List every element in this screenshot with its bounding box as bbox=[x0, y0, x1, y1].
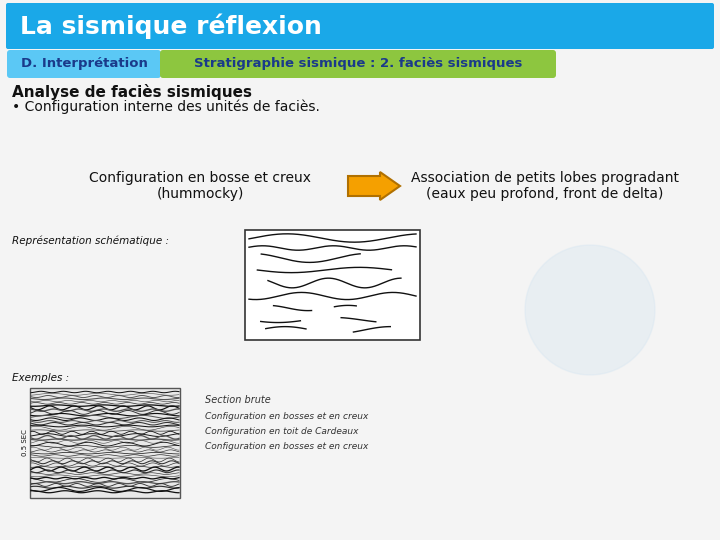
Text: Exemples :: Exemples : bbox=[12, 373, 69, 383]
Text: Configuration en bosse et creux: Configuration en bosse et creux bbox=[89, 171, 311, 185]
Text: Représentation schématique :: Représentation schématique : bbox=[12, 235, 169, 246]
Text: D. Interprétation: D. Interprétation bbox=[21, 57, 148, 71]
FancyBboxPatch shape bbox=[7, 50, 161, 78]
Text: (eaux peu profond, front de delta): (eaux peu profond, front de delta) bbox=[426, 187, 664, 201]
Text: (hummocky): (hummocky) bbox=[156, 187, 243, 201]
Text: La sismique réflexion: La sismique réflexion bbox=[20, 14, 322, 39]
Text: Stratigraphie sismique : 2. faciès sismiques: Stratigraphie sismique : 2. faciès sismi… bbox=[194, 57, 522, 71]
Text: Configuration en toit de Cardeaux: Configuration en toit de Cardeaux bbox=[205, 427, 359, 436]
Text: Association de petits lobes progradant: Association de petits lobes progradant bbox=[411, 171, 679, 185]
Text: • Configuration interne des unités de faciès.: • Configuration interne des unités de fa… bbox=[12, 100, 320, 114]
Bar bbox=[245, 230, 420, 340]
Circle shape bbox=[525, 245, 655, 375]
FancyBboxPatch shape bbox=[6, 3, 714, 49]
Bar bbox=[30, 388, 180, 498]
Text: Configuration en bosses et en creux: Configuration en bosses et en creux bbox=[205, 442, 369, 451]
Text: Section brute: Section brute bbox=[205, 395, 271, 405]
FancyBboxPatch shape bbox=[160, 50, 556, 78]
Text: Analyse de faciès sismiques: Analyse de faciès sismiques bbox=[12, 84, 252, 100]
Text: 0.5 SEC: 0.5 SEC bbox=[22, 429, 28, 456]
Text: Configuration en bosses et en creux: Configuration en bosses et en creux bbox=[205, 412, 369, 421]
FancyArrow shape bbox=[348, 172, 400, 200]
